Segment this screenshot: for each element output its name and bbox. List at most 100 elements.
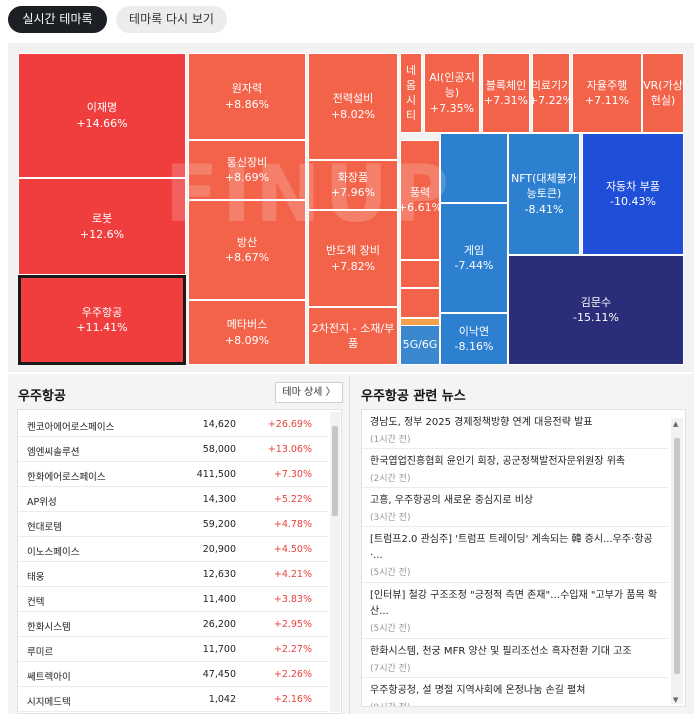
theme-tile[interactable]: 통신장비 +8.69%	[188, 140, 306, 200]
theme-tile[interactable]: 자율주행 +7.11%	[572, 53, 642, 133]
stock-row[interactable]: 태웅 12,630 +4.21%	[18, 562, 328, 587]
theme-tile[interactable]: 이낙연 -8.16%	[440, 313, 508, 365]
stock-row[interactable]: 루미르 11,700 +2.27%	[18, 637, 328, 662]
theme-tile[interactable]: 원자력 +8.86%	[188, 53, 306, 140]
tile-theme-name: 2차전지 - 소재/부품	[311, 321, 395, 350]
stock-price: 20,900	[202, 544, 236, 555]
tile-theme-name: 통신장비	[226, 155, 268, 169]
theme-detail-button[interactable]: 테마 상세 〉	[275, 382, 343, 403]
stock-change: +3.83%	[273, 594, 312, 605]
theme-tile[interactable]: 전력설비 +8.02%	[308, 53, 398, 160]
tile-theme-name: 네옴시티	[405, 63, 417, 123]
tile-label: 반도체 장비 +7.82%	[326, 243, 380, 273]
theme-tile[interactable]: 로봇 +12.6%	[18, 178, 186, 275]
news-item[interactable]: [트럼프2.0 관심주] '트럼프 트레이딩' 계속되는 韓 증시...우주·항…	[362, 527, 668, 583]
scrollbar-thumb[interactable]	[332, 426, 338, 516]
stock-change: +13.06%	[267, 444, 312, 455]
theme-tile[interactable]: 우주항공 +11.41%	[18, 275, 186, 365]
stock-name: 시지메드텍	[27, 697, 71, 708]
news-item[interactable]: 한화시스템, 천궁 MFR 양산 및 필리조선소 흑자전환 기대 고조 (7시간 …	[362, 639, 668, 678]
tab-theme-replay[interactable]: 테마록 다시 보기	[116, 6, 227, 33]
stock-name: 컨텍	[27, 597, 45, 608]
theme-tile[interactable]	[440, 133, 508, 203]
theme-tile[interactable]: 풍력 +6.61%	[400, 140, 440, 260]
stock-list-scrollbar[interactable]	[330, 412, 340, 712]
theme-tile[interactable]	[400, 260, 440, 288]
news-item[interactable]: 고흥, 우주항공의 새로운 중심지로 비상 (3시간 전)	[362, 488, 668, 527]
theme-tile[interactable]: 방산 +8.67%	[188, 200, 306, 300]
stock-price: 59,200	[202, 519, 236, 530]
news-list-scrollbar[interactable]: ▲ ▼	[671, 418, 683, 704]
theme-tile[interactable]: VR(가상현실)	[642, 53, 684, 133]
stock-change: +4.21%	[273, 569, 312, 580]
stock-price: 12,630	[202, 569, 236, 580]
tile-theme-name: 이낙연	[458, 324, 490, 338]
tab-realtime-theme[interactable]: 실시간 테마록	[8, 6, 107, 33]
news-item[interactable]: 경남도, 정부 2025 경제정책방향 연계 대응전략 발표 (1시간 전)	[362, 410, 668, 449]
news-title[interactable]: 한화시스템, 천궁 MFR 양산 및 필리조선소 흑자전환 기대 고조	[370, 646, 632, 657]
stock-name: 한화에어로스페이스	[27, 472, 106, 483]
news-title[interactable]: 경남도, 정부 2025 경제정책방향 연계 대응전략 발표	[370, 417, 593, 428]
tile-theme-name: 전력설비	[332, 92, 374, 106]
stock-row[interactable]: 엠엔씨솔루션 58,000 +13.06%	[18, 437, 328, 462]
news-title[interactable]: 우주항공청, 설 명절 지역사회에 온정나눔 손길 펼쳐	[370, 685, 586, 696]
news-title[interactable]: [인터뷰] 철강 구조조정 "긍정적 측면 존재"…수입재 "고부가 품목 확산…	[370, 590, 658, 617]
tile-change-rate: +7.31%	[483, 94, 529, 107]
stock-row[interactable]: 현대로템 59,200 +4.78%	[18, 512, 328, 537]
stock-row[interactable]: 컨텍 11,400 +3.83%	[18, 587, 328, 612]
stock-row[interactable]: 한화에어로스페이스 411,500 +7.30%	[18, 462, 328, 487]
stock-row[interactable]: 이노스페이스 20,900 +4.50%	[18, 537, 328, 562]
tile-change-rate: -10.43%	[610, 195, 656, 208]
news-title[interactable]: 한국엽업진흥협회 윤인기 회장, 공군정책발전자문위원장 위촉	[370, 456, 626, 467]
scroll-down-icon[interactable]: ▼	[673, 696, 679, 704]
theme-tile[interactable]: 의료기기 +7.22%	[532, 53, 570, 133]
theme-tile[interactable]: 게임 -7.44%	[440, 203, 508, 313]
theme-tile[interactable]: 김문수 -15.11%	[508, 255, 684, 365]
stock-row[interactable]: 시지메드텍 1,042 +2.16%	[18, 687, 328, 712]
stock-name: 이노스페이스	[27, 547, 80, 558]
theme-tile[interactable]: 메타버스 +8.09%	[188, 300, 306, 365]
tile-label: 자동차 부품 -10.43%	[606, 179, 660, 209]
stock-row[interactable]: AP위성 14,300 +5.22%	[18, 487, 328, 512]
theme-tile[interactable]: 5G/6G	[400, 325, 440, 365]
stock-row[interactable]: 켄코아에어로스페이스 14,620 +26.69%	[18, 412, 328, 437]
tile-theme-name: AI(인공지능)	[429, 71, 475, 100]
scrollbar-thumb[interactable]	[674, 438, 680, 674]
news-item[interactable]: 우주항공청, 설 명절 지역사회에 온정나눔 손길 펼쳐 (9시간 전)	[362, 678, 668, 706]
news-item[interactable]: 한국엽업진흥협회 윤인기 회장, 공군정책발전자문위원장 위촉 (2시간 전)	[362, 449, 668, 488]
news-title[interactable]: [트럼프2.0 관심주] '트럼프 트레이딩' 계속되는 韓 증시...우주·항…	[370, 534, 653, 561]
scroll-up-icon[interactable]: ▲	[673, 420, 679, 428]
theme-tile[interactable]	[400, 288, 440, 318]
tile-theme-name: 반도체 장비	[325, 244, 381, 258]
theme-tile[interactable]: 화장품 +7.96%	[308, 160, 398, 210]
theme-tile[interactable]: AI(인공지능) +7.35%	[424, 53, 480, 133]
tile-theme-name: 이재명	[86, 101, 118, 115]
stock-price: 14,620	[202, 419, 236, 430]
stock-row[interactable]: 한화시스템 26,200 +2.95%	[18, 612, 328, 637]
stock-price: 26,200	[202, 619, 236, 630]
tile-change-rate: +7.96%	[330, 186, 376, 199]
tile-label: 원자력 +8.86%	[225, 81, 269, 111]
tile-label: AI(인공지능) +7.35%	[425, 70, 479, 116]
theme-tile[interactable]: 네옴시티	[400, 53, 422, 133]
theme-tile[interactable]: 자동차 부품 -10.43%	[582, 133, 684, 255]
tile-theme-name: 화장품	[337, 170, 369, 184]
stock-price: 47,450	[202, 669, 236, 680]
stock-row[interactable]: 쎄트렉아이 47,450 +2.26%	[18, 662, 328, 687]
tile-change-rate: +8.09%	[224, 333, 270, 347]
tile-label: 통신장비 +8.69%	[225, 155, 269, 185]
news-title[interactable]: 고흥, 우주항공의 새로운 중심지로 비상	[370, 495, 534, 506]
theme-tile[interactable]: 이재명 +14.66%	[18, 53, 186, 178]
theme-tile[interactable]: 2차전지 - 소재/부품	[308, 307, 398, 365]
news-time: (5시간 전)	[370, 624, 411, 634]
stock-change: +7.30%	[273, 469, 312, 480]
tile-label: 화장품 +7.96%	[331, 170, 375, 200]
tile-theme-name: 방산	[236, 235, 258, 249]
stock-price: 11,400	[202, 594, 236, 605]
news-item[interactable]: [인터뷰] 철강 구조조정 "긍정적 측면 존재"…수입재 "고부가 품목 확산…	[362, 583, 668, 639]
theme-tile[interactable]: 반도체 장비 +7.82%	[308, 210, 398, 307]
tile-theme-name: 김문수	[580, 295, 612, 309]
theme-tile[interactable]: 블록체인 +7.31%	[482, 53, 530, 133]
theme-tile[interactable]: NFT(대체불가능토큰) -8.41%	[508, 133, 580, 255]
tile-theme-name: 의료기기	[532, 78, 570, 92]
